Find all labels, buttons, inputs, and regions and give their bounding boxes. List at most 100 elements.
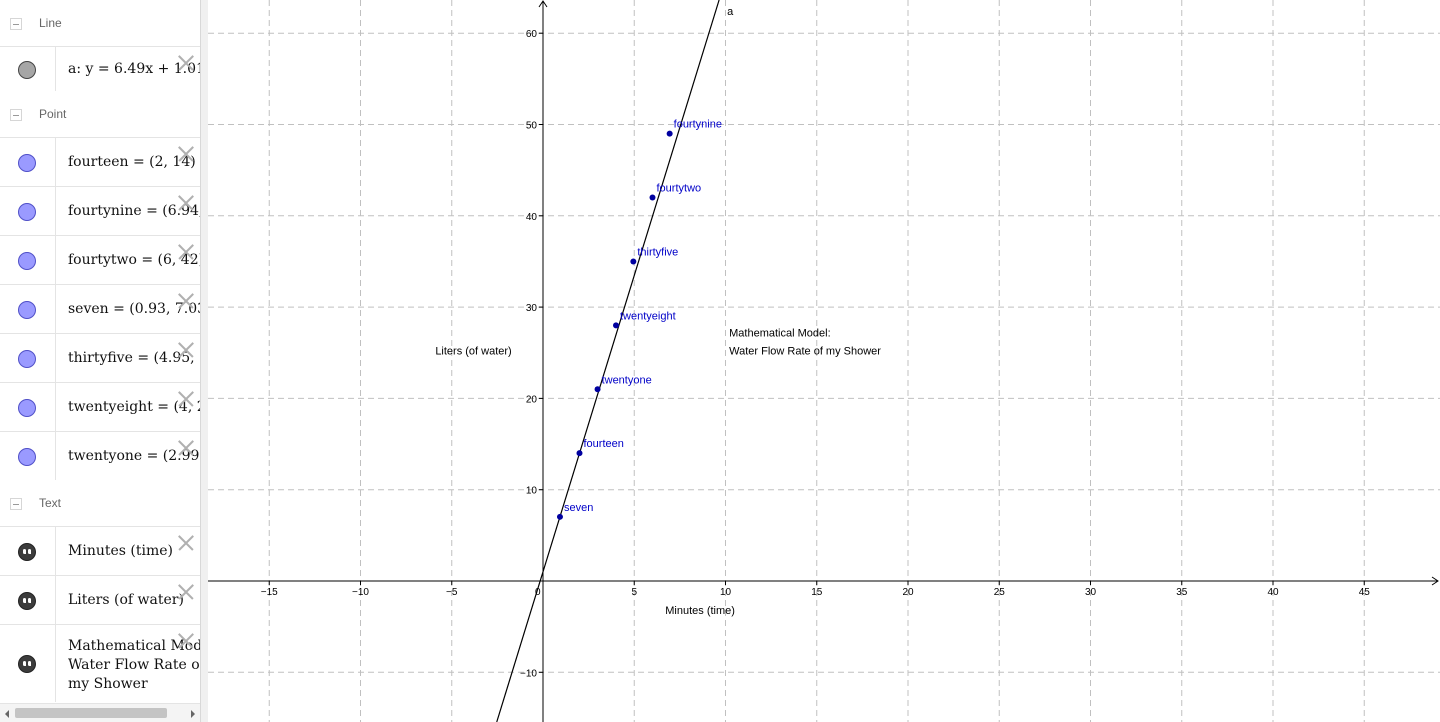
delete-icon[interactable] [177,390,194,407]
visibility-toggle[interactable] [0,187,56,235]
line-marble-icon[interactable] [18,60,36,79]
point-fourtynine[interactable] [666,130,673,137]
point-marble-icon[interactable] [18,202,36,221]
visibility-toggle[interactable] [0,432,56,480]
quote-icon[interactable] [18,591,36,610]
visibility-toggle[interactable] [0,285,56,333]
object-definition[interactable]: fourtytwo = (6, 42) [68,251,200,270]
x-tick-label: 10 [720,587,732,598]
algebra-view: Line a: y = 6.49x + 1.01 Point fourteen = (… [0,0,200,722]
delete-icon[interactable] [177,243,194,260]
algebra-row[interactable]: Minutes (time) [0,526,200,575]
delete-icon[interactable] [177,145,194,162]
algebra-row[interactable]: Liters (of water) [0,575,200,624]
delete-icon[interactable] [177,194,194,211]
visibility-toggle[interactable] [0,383,56,431]
point-marble-icon[interactable] [18,349,36,368]
object-definition[interactable]: Liters (of water) [68,591,184,610]
graphics-text[interactable]: Liters (of water) [435,346,511,358]
x-tick-label: 45 [1359,587,1371,598]
point-twentyone[interactable] [594,386,601,393]
x-tick-label: 20 [902,587,914,598]
point-thirtyfive[interactable] [630,258,637,265]
horizontal-scrollbar[interactable] [0,703,200,722]
visibility-toggle[interactable] [0,236,56,284]
point-fourteen[interactable] [576,450,583,457]
delete-icon[interactable] [177,439,194,456]
visibility-toggle[interactable] [0,527,56,575]
visibility-toggle[interactable] [0,576,56,624]
collapse-icon[interactable] [10,18,22,30]
object-definition[interactable]: fourtynine = (6.94, 49 [68,202,200,221]
point-marble-icon[interactable] [18,153,36,172]
graphics-text[interactable]: Minutes (time) [665,605,735,617]
object-definition[interactable]: twentyeight = (4, 28) [68,398,200,417]
y-tick-label: 30 [526,303,538,314]
scroll-left-icon[interactable] [5,710,9,718]
quote-icon[interactable] [18,542,36,561]
object-definition[interactable]: a: y = 6.49x + 1.01 [68,60,200,79]
x-tick-label: −15 [261,587,278,598]
point-label-fourtynine: fourtynine [674,119,722,131]
x-tick-label: 5 [631,587,637,598]
definition-line: twentyeight = (4, 28) [68,399,200,415]
algebra-row[interactable]: fourteen = (2, 14) [0,137,200,186]
y-tick-label: 40 [526,212,538,223]
object-definition[interactable]: twentyone = (2.99, 21 [68,447,200,466]
object-definition[interactable]: Minutes (time) [68,542,173,561]
graphics-canvas[interactable]: −15 −10 −5 0 5 10 15 20 25 30 35 40 45 −10 10 20 30 40 50 6… [208,0,1440,722]
point-fourtytwo[interactable] [649,194,656,201]
graphics-text[interactable]: Mathematical Model: [729,327,831,339]
graphics-text[interactable]: Water Flow Rate of my Shower [729,345,881,357]
x-axis-arrow-icon [1431,576,1439,586]
category-label: Line [39,16,62,30]
delete-icon[interactable] [177,583,194,600]
category-header-point[interactable]: Point [0,91,200,137]
point-twentyeight[interactable] [613,322,619,329]
visibility-toggle[interactable] [0,334,56,382]
y-tick-label: 20 [526,394,538,405]
algebra-row[interactable]: fourtynine = (6.94, 49 [0,186,200,235]
point-marble-icon[interactable] [18,251,36,270]
view-splitter[interactable] [200,0,208,722]
visibility-toggle[interactable] [0,625,56,702]
algebra-row[interactable]: Mathematical Model: Water Flow Rate of my … [0,624,200,702]
object-definition[interactable]: fourteen = (2, 14) [68,153,196,172]
delete-icon[interactable] [177,534,194,551]
scroll-right-icon[interactable] [191,710,195,718]
point-marble-icon[interactable] [18,398,36,417]
definition-line: fourtytwo = (6, 42) [68,252,200,268]
algebra-row[interactable]: seven = (0.93, 7.03) [0,284,200,333]
point-label-fourtytwo: fourtytwo [657,183,702,195]
graphics-view[interactable]: −15 −10 −5 0 5 10 15 20 25 30 35 40 45 −10 10 20 30 40 50 6… [208,0,1440,722]
visibility-toggle[interactable] [0,47,56,91]
category-header-line[interactable]: Line [0,0,200,46]
point-label-twentyone: twentyone [602,374,652,386]
y-tick-label: 10 [526,486,538,497]
definition-line: Liters (of water) [68,592,184,608]
point-seven[interactable] [556,513,563,520]
scroll-thumb[interactable] [15,708,167,718]
delete-icon[interactable] [177,632,194,649]
delete-icon[interactable] [177,292,194,309]
visibility-toggle[interactable] [0,138,56,186]
category-header-text[interactable]: Text [0,480,200,526]
object-definition[interactable]: seven = (0.93, 7.03) [68,300,200,319]
algebra-row[interactable]: twentyone = (2.99, 21 [0,431,200,480]
collapse-icon[interactable] [10,498,22,510]
definition-line: twentyone = (2.99, 21 [68,448,200,464]
line-a[interactable] [496,0,720,722]
algebra-row[interactable]: thirtyfive = (4.95, 35.0 [0,333,200,382]
algebra-row[interactable]: twentyeight = (4, 28) [0,382,200,431]
x-tick-label: −10 [352,587,369,598]
algebra-row[interactable]: fourtytwo = (6, 42) [0,235,200,284]
algebra-row[interactable]: a: y = 6.49x + 1.01 [0,46,200,91]
delete-icon[interactable] [177,54,194,71]
object-definition[interactable]: thirtyfive = (4.95, 35.0 [68,349,200,368]
quote-icon[interactable] [18,655,36,673]
delete-icon[interactable] [177,341,194,358]
object-definition[interactable]: Mathematical Model: Water Flow Rate of my … [68,637,200,694]
point-marble-icon[interactable] [18,447,36,466]
point-marble-icon[interactable] [18,300,36,319]
collapse-icon[interactable] [10,109,22,121]
